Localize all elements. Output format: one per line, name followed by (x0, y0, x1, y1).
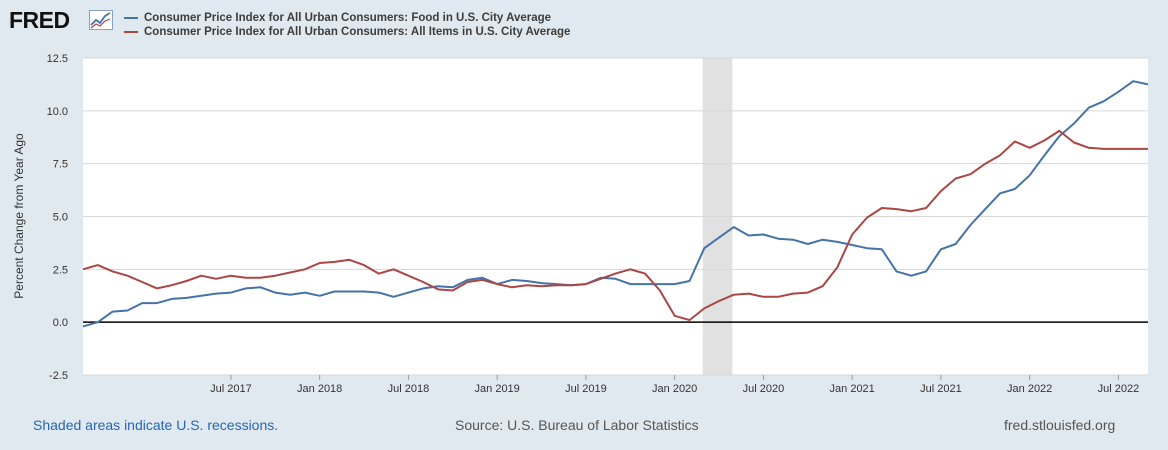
x-tick-label: Jul 2021 (920, 383, 962, 395)
x-tick-label: Jul 2022 (1098, 383, 1140, 395)
y-tick-label: -2.5 (49, 370, 68, 382)
x-tick-label: Jan 2022 (1007, 383, 1052, 395)
recession-note-link[interactable]: Shaded areas indicate U.S. recessions. (33, 417, 279, 433)
y-tick-label: 2.5 (53, 264, 68, 276)
legend-swatch-all-items (124, 31, 138, 33)
series-line-food[interactable] (82, 80, 1149, 328)
legend-item-food[interactable]: Consumer Price Index for All Urban Consu… (124, 11, 570, 25)
x-tick-label: Jul 2017 (210, 383, 252, 395)
y-tick-label: 12.5 (47, 53, 68, 65)
series-line-all-items[interactable] (82, 129, 1148, 322)
x-tick-label: Jul 2019 (565, 383, 607, 395)
y-tick-label: 10.0 (47, 106, 68, 118)
y-tick-label: 0.0 (53, 317, 68, 329)
x-tick-label: Jan 2020 (652, 383, 697, 395)
x-tick-label: Jul 2018 (388, 383, 430, 395)
chart-legend: Consumer Price Index for All Urban Consu… (124, 11, 570, 39)
legend-label-all-items: Consumer Price Index for All Urban Consu… (144, 26, 571, 38)
source-text: Source: U.S. Bureau of Labor Statistics (455, 417, 699, 433)
x-tick-label: Jan 2018 (297, 383, 342, 395)
fred-chart-icon (89, 10, 113, 30)
x-tick-label: Jan 2019 (475, 383, 520, 395)
x-tick-label: Jul 2020 (743, 383, 785, 395)
y-tick-label: 7.5 (53, 159, 68, 171)
legend-item-all-items[interactable]: Consumer Price Index for All Urban Consu… (124, 25, 570, 39)
site-link[interactable]: fred.stlouisfed.org (1004, 417, 1116, 433)
legend-label-food: Consumer Price Index for All Urban Consu… (144, 12, 552, 24)
x-tick-label: Jan 2021 (830, 383, 875, 395)
fred-logo[interactable]: FRED (9, 7, 70, 33)
y-tick-label: 5.0 (53, 212, 68, 224)
legend-swatch-food (124, 17, 138, 19)
